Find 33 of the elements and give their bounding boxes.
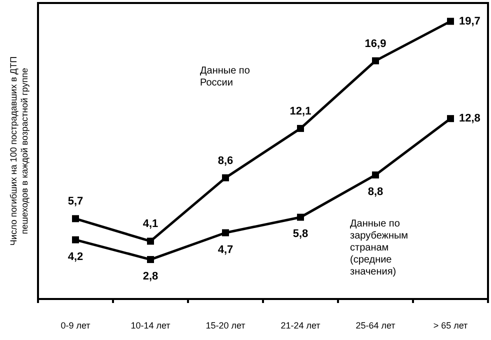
point [372,171,379,178]
point [222,229,229,236]
point [297,124,304,132]
x-tick-label: 25-64 лет [356,320,396,330]
data-label: 12,1 [290,105,312,118]
point [72,236,79,244]
data-label: 4,2 [68,250,84,263]
x-tick-label: 0-9 лет [60,320,90,330]
point [147,256,154,264]
point [222,174,229,182]
point [72,215,79,222]
data-label: 5,7 [68,196,84,208]
data-label: 4,7 [218,244,234,256]
point [147,238,154,245]
x-tick-label: > 65 лет [433,320,468,330]
data-label: 8,6 [218,154,234,167]
y-axis-title: Число погибших на 100 пострадавших в ДТП пешеходов в каждой возрастной группе [8,56,30,246]
annotation: Данные по зарубежным странам (средние значения) [350,218,408,278]
x-tick-label: 21-24 лет [280,320,320,330]
data-label: 12,8 [459,112,480,125]
data-label: 5,8 [292,228,308,240]
data-label: 2,8 [142,270,158,283]
x-tick-label: 10-14 лет [130,320,170,330]
annotation: Данные по России [200,66,250,88]
data-label: 16,9 [364,38,386,50]
point [447,18,454,25]
x-tick-label: 15-20 лет [206,320,246,330]
data-label: 8,8 [368,186,384,198]
data-label: 19,7 [459,15,480,28]
data-label: 4,1 [142,218,158,230]
point [297,214,304,221]
point [372,57,379,64]
point [447,115,454,122]
